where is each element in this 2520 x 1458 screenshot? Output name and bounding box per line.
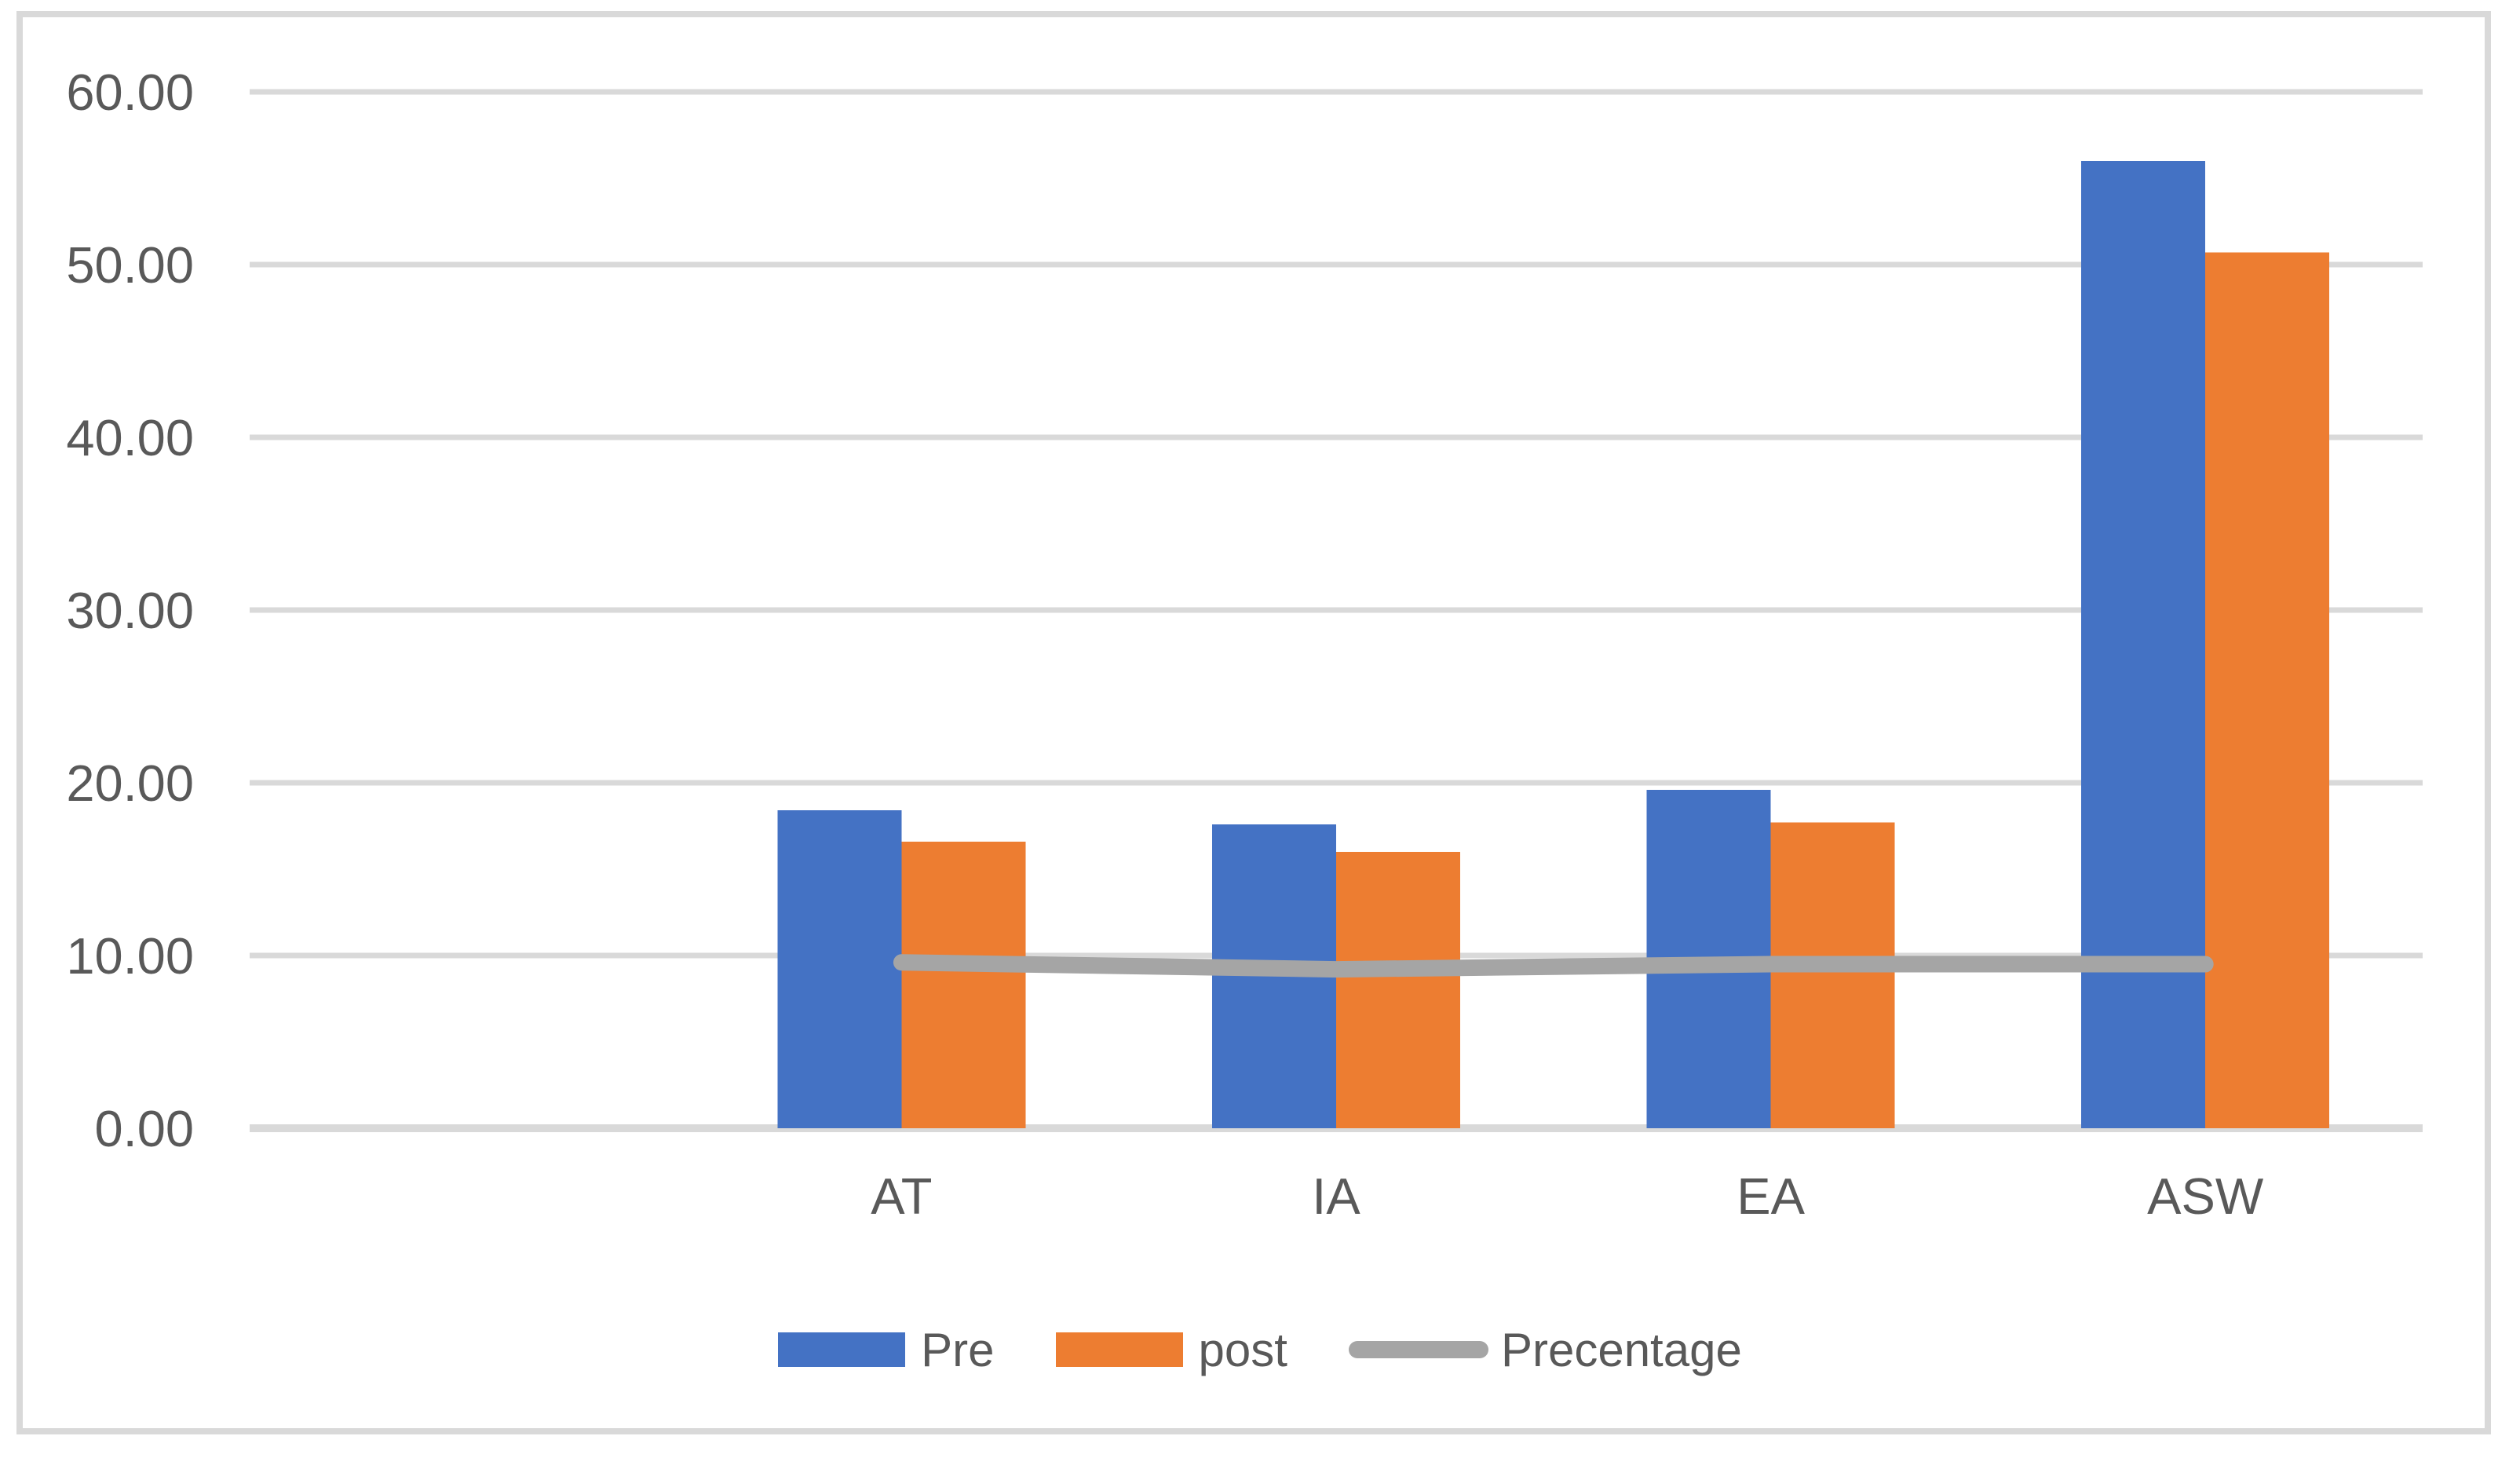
y-tick-label: 30.00 — [66, 582, 194, 639]
bar-post-ea — [1770, 822, 1895, 1128]
bar-post-ia — [1336, 852, 1460, 1128]
bar-pre-at — [777, 810, 902, 1128]
y-tick-label: 50.00 — [66, 236, 194, 294]
legend-item-precentage: Precentage — [1348, 1323, 1742, 1377]
y-tick-label: 10.00 — [66, 927, 194, 985]
legend-swatch-precentage — [1348, 1341, 1488, 1358]
legend: Pre post Precentage — [0, 1323, 2520, 1377]
y-tick-label: 0.00 — [94, 1100, 194, 1157]
x-category-label: IA — [1312, 1167, 1360, 1225]
chart-frame — [16, 11, 2491, 1434]
bar-post-at — [901, 841, 1026, 1128]
y-tick-label: 20.00 — [66, 755, 194, 812]
legend-swatch-post — [1055, 1332, 1183, 1367]
x-category-label: EA — [1737, 1167, 1805, 1225]
percentage-line — [893, 954, 2214, 978]
y-tick-label: 40.00 — [66, 409, 194, 466]
x-category-label: AT — [871, 1167, 932, 1225]
legend-label-post: post — [1198, 1323, 1287, 1376]
legend-swatch-pre — [778, 1332, 906, 1367]
legend-item-post: post — [1055, 1323, 1287, 1377]
legend-item-pre: Pre — [778, 1323, 995, 1377]
y-tick-label: 60.00 — [66, 64, 194, 121]
bar-pre-asw — [2081, 161, 2206, 1128]
x-category-label: ASW — [2147, 1167, 2264, 1225]
legend-label-precentage: Precentage — [1500, 1323, 1742, 1376]
legend-label-pre: Pre — [921, 1323, 995, 1376]
bar-post-asw — [2205, 252, 2330, 1129]
